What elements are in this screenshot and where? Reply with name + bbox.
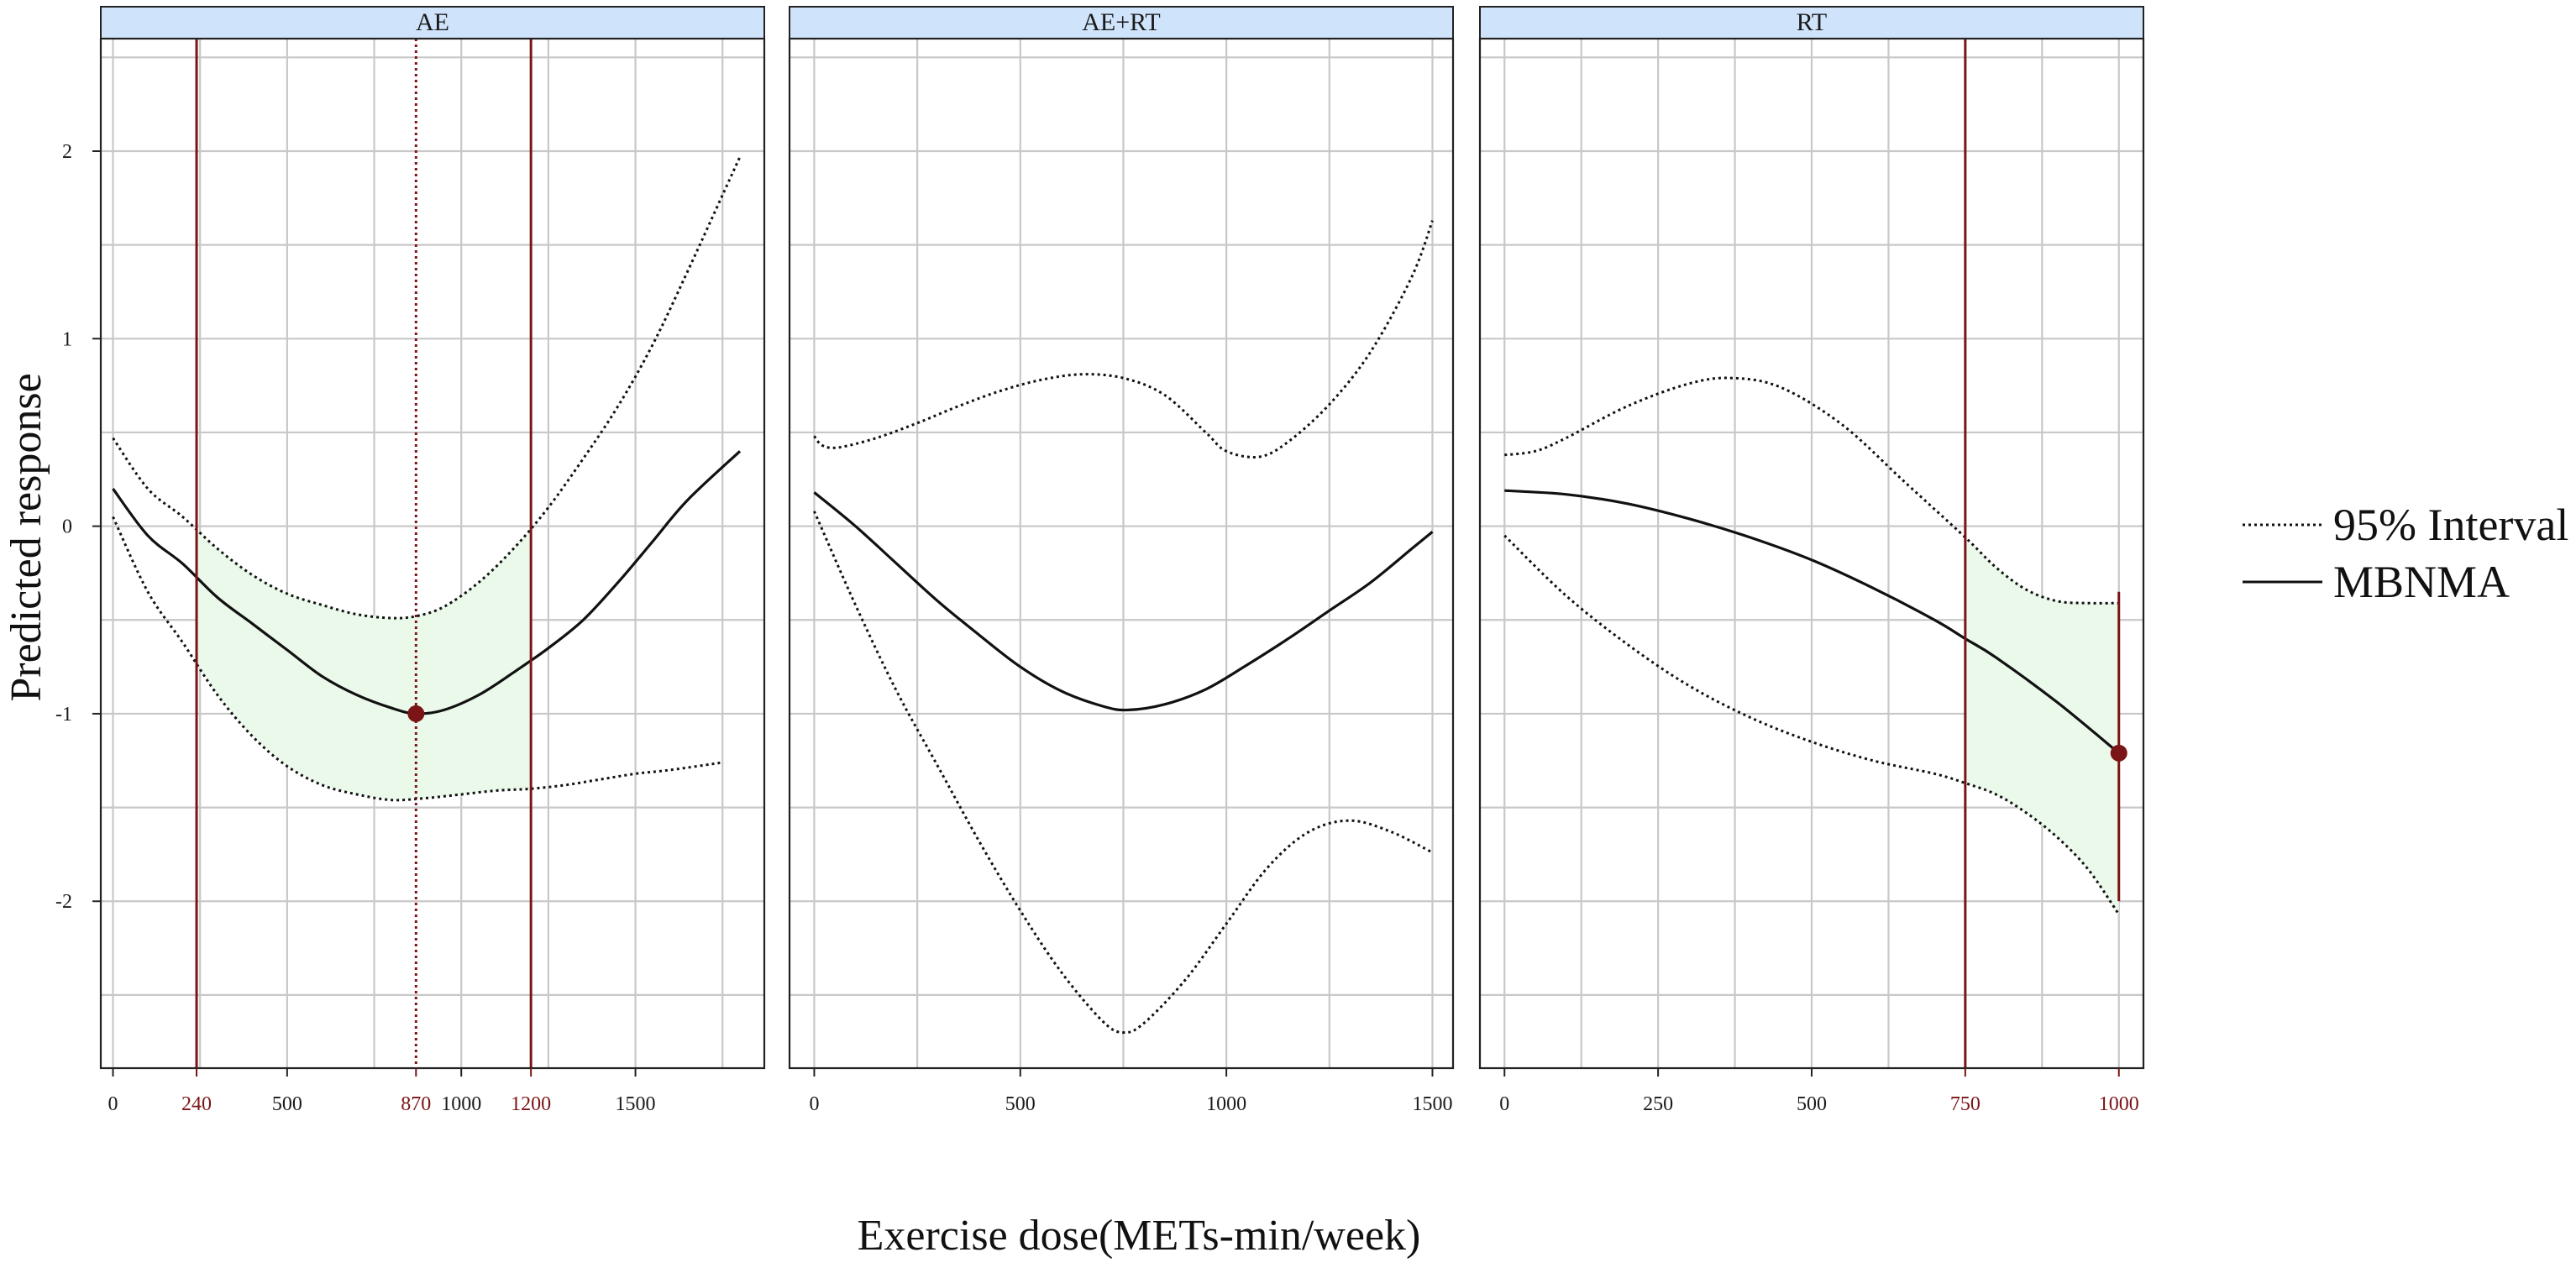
- panel-title: AE+RT: [1082, 8, 1160, 36]
- lower-interval-line: [813, 511, 1434, 1035]
- optimal-dose-point: [2110, 744, 2127, 762]
- x-tick-label: 750: [1950, 1093, 1981, 1115]
- panel-border: [788, 37, 1455, 1070]
- x-tick-label: 240: [181, 1093, 212, 1115]
- x-tick-label: 1000: [2099, 1093, 2139, 1115]
- panel-rt: RT 0 250 500 750 1000: [1478, 6, 2145, 1115]
- panel-title: RT: [1797, 8, 1828, 36]
- legend-label-mbnma: MBNMA: [2333, 557, 2510, 607]
- upper-interval-line: [1504, 376, 2119, 605]
- mbnma-line: [1504, 489, 2120, 755]
- x-tick-label: 1000: [1206, 1093, 1246, 1115]
- lower-interval-line: [112, 516, 723, 802]
- x-tick-label: 0: [809, 1093, 819, 1115]
- x-tick-label: 1200: [511, 1093, 551, 1115]
- panel-ae-rt: AE+RT 0 500 1000 1500: [788, 6, 1455, 1115]
- x-tick-label: 500: [1797, 1093, 1827, 1115]
- facet-panels: AE 2 1 0 -1 -2 0 240 500 870 1000 1200 1500 AE+RT 0 500…: [55, 6, 2145, 1115]
- x-tick-label: 870: [401, 1093, 431, 1115]
- y-tick-label: 1: [62, 328, 72, 350]
- y-tick-label: 2: [62, 141, 72, 163]
- y-tick-label: -1: [55, 704, 72, 726]
- panel-ae: AE 2 1 0 -1 -2 0 240 500 870 1000 1200 1500: [55, 6, 766, 1115]
- panel-title: AE: [416, 8, 449, 36]
- x-tick-label: 500: [1005, 1093, 1036, 1115]
- panel-border: [99, 37, 766, 1070]
- optimal-range-shade: [1965, 537, 2119, 914]
- optimal-range-shade: [197, 527, 532, 800]
- gridlines: [790, 39, 1453, 1068]
- x-axis-title: Exercise dose(METs-min/week): [858, 1212, 1421, 1260]
- legend-label-interval: 95% Interval: [2333, 500, 2568, 550]
- y-axis-title: Predicted response: [3, 373, 50, 701]
- gridlines: [101, 39, 764, 1068]
- legend: 95% Interval MBNMA: [2243, 500, 2568, 607]
- panel-strip: [789, 6, 1454, 39]
- x-tick-label: 1000: [441, 1093, 481, 1115]
- y-tick-label: 0: [62, 516, 72, 538]
- upper-interval-line: [112, 156, 742, 620]
- x-tick-label: 1500: [616, 1093, 656, 1115]
- gridlines: [1480, 39, 2143, 1068]
- y-tick-label: -2: [55, 891, 72, 913]
- panel-strip: [1479, 6, 2144, 39]
- x-tick-label: 1500: [1412, 1093, 1452, 1115]
- panel-strip: [100, 6, 765, 39]
- x-tick-label: 250: [1643, 1093, 1673, 1115]
- x-tick-label: 0: [1499, 1093, 1509, 1115]
- mbnma-line: [813, 491, 1434, 712]
- optimal-dose-point: [407, 705, 425, 722]
- x-tick-label: 500: [272, 1093, 302, 1115]
- x-tick-label: 0: [108, 1093, 118, 1115]
